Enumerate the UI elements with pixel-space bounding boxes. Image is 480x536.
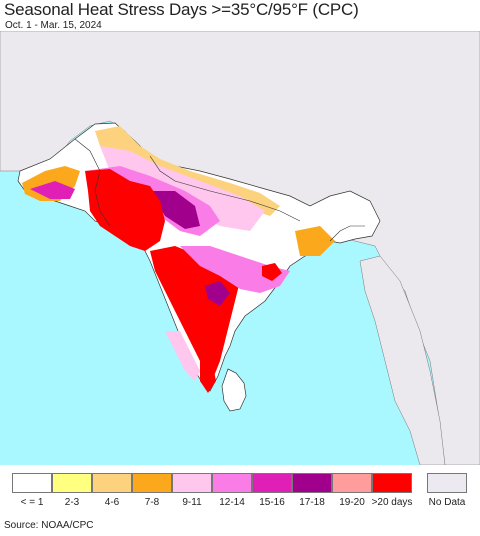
zone-red-east — [262, 263, 282, 281]
zone-orange-east — [295, 226, 335, 256]
legend-label-3: 7-8 — [144, 497, 160, 508]
border-lines — [74, 138, 365, 242]
legend-label-8: 19-20 — [339, 497, 365, 508]
legend-swatch-2 — [92, 473, 132, 493]
legend-swatch-3 — [132, 473, 172, 493]
zone-red-sri-lanka — [200, 361, 216, 393]
legend-label-4: 9-11 — [182, 497, 202, 508]
source-credit: Source: NOAA/CPC — [4, 520, 94, 531]
land-southeast — [359, 255, 446, 465]
zone-magenta-central — [180, 246, 290, 293]
zone-yellow-north — [95, 126, 280, 216]
map-title: Seasonal Heat Stress Days >=35°C/95°F (C… — [4, 0, 359, 19]
legend-swatch-6 — [252, 473, 292, 493]
legend-swatch-nodata — [427, 473, 467, 493]
legend-label-0: < = 1 — [20, 497, 44, 508]
legend-label-6: 15-16 — [259, 497, 285, 508]
zone-pink-north — [100, 146, 265, 231]
zone-magenta-pakistan — [30, 181, 75, 199]
island-sri-lanka — [221, 368, 247, 412]
map-subtitle: Oct. 1 - Mar. 15, 2024 — [5, 20, 102, 31]
zone-red-west — [85, 169, 165, 251]
legend-swatch-7 — [292, 473, 332, 493]
legend-label-2: 4-6 — [104, 497, 120, 508]
zone-red-central — [150, 246, 240, 381]
legend-swatch-4 — [172, 473, 212, 493]
heat-stress-map — [0, 31, 480, 465]
legend: < = 1 2-3 4-6 7-8 9-11 12-14 15-16 17-18… — [12, 473, 472, 513]
legend-label-7: 17-18 — [299, 497, 325, 508]
legend-swatch-1 — [52, 473, 92, 493]
legend-label-5: 12-14 — [219, 497, 245, 508]
zone-purple-central — [205, 281, 230, 306]
zone-pink-south — [165, 331, 200, 381]
legend-swatch-0 — [12, 473, 52, 493]
legend-swatch-5 — [212, 473, 252, 493]
zone-purple-north — [150, 191, 200, 229]
legend-swatch-9 — [372, 473, 412, 493]
legend-label-9: >20 days — [371, 497, 413, 508]
legend-swatch-8 — [332, 473, 372, 493]
legend-label-nodata: No Data — [428, 497, 466, 508]
legend-label-1: 2-3 — [64, 497, 80, 508]
